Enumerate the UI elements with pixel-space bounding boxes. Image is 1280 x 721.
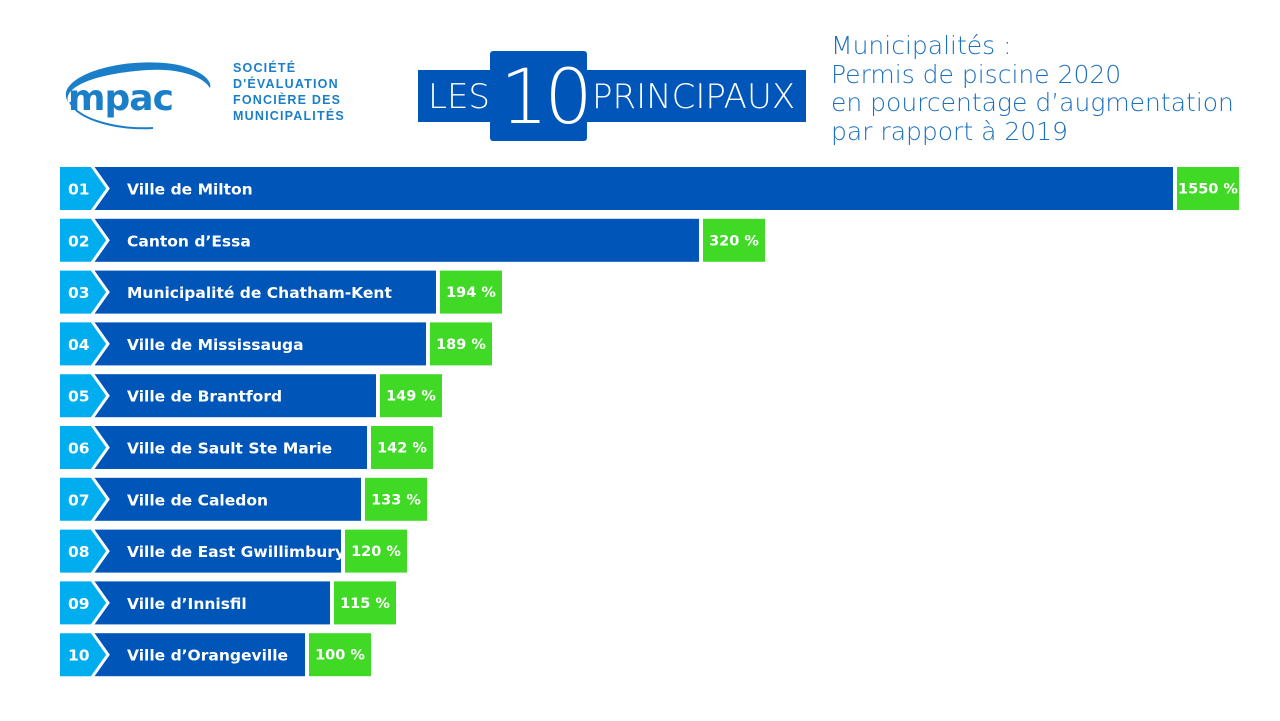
rank-label: 08: [68, 543, 90, 561]
title-line: Municipalités :: [831, 31, 1012, 60]
value-box: [334, 581, 396, 625]
rank-chevron: [90, 424, 110, 471]
category-label: Ville de Caledon: [127, 491, 268, 509]
rank-chevron: [90, 527, 110, 575]
value-label: 149 %: [386, 389, 436, 405]
value-label: 189 %: [436, 337, 486, 353]
rank-label: 07: [68, 491, 90, 509]
rank-label: 01: [68, 181, 90, 199]
banner-les: LES: [428, 77, 491, 117]
category-label: Ville d’Innisfil: [127, 595, 247, 613]
value-box: [703, 218, 765, 262]
value-label: 120 %: [351, 544, 401, 560]
rank-label: 02: [68, 232, 90, 250]
title-line: en pourcentage d’augmentation: [831, 88, 1234, 117]
rank-label: 09: [68, 595, 90, 613]
category-label: Ville de East Gwillimbury: [127, 543, 345, 561]
tagline-line: FONCIÈRE DES: [233, 93, 342, 107]
bar: [93, 477, 361, 521]
bar: [93, 426, 367, 469]
mpac-logo: mpac: [65, 62, 211, 130]
rank-label: 06: [68, 440, 90, 458]
bar: [93, 218, 699, 262]
value-label: 1550 %: [1178, 182, 1238, 198]
rank-chevron: [90, 268, 110, 316]
chart-title: Municipalités : Permis de piscine 2020 e…: [831, 31, 1234, 146]
banner-principaux: PRINCIPAUX: [592, 77, 796, 117]
rank-badge: [60, 322, 108, 366]
value-box: [380, 374, 442, 418]
bar: [93, 581, 330, 625]
rank-badge: [60, 270, 108, 314]
rank-badge: [60, 581, 108, 625]
rank-badge: [60, 218, 108, 262]
rank-label: 04: [68, 336, 90, 354]
rank-badge: [60, 529, 108, 573]
rank-badge: [60, 167, 108, 210]
value-box: [345, 529, 407, 573]
rank-chevron: [90, 475, 110, 523]
bar: [93, 322, 426, 366]
category-label: Municipalité de Chatham-Kent: [127, 284, 392, 302]
value-box: [371, 426, 433, 469]
value-box: [365, 477, 427, 521]
bar: [93, 633, 305, 677]
bar: [93, 167, 1173, 210]
rank-chevron: [90, 579, 110, 627]
rank-chevron: [90, 165, 110, 212]
rank-chevron: [90, 216, 110, 264]
tagline-line: D'ÉVALUATION: [233, 77, 339, 91]
rank-chevron: [90, 320, 110, 368]
category-label: Ville de Mississauga: [127, 336, 304, 354]
value-label: 320 %: [709, 233, 759, 249]
value-label: 133 %: [371, 492, 421, 508]
rank-chevron: [90, 631, 110, 679]
rank-badge: [60, 633, 108, 677]
value-label: 142 %: [377, 441, 427, 457]
title-line: Permis de piscine 2020: [831, 59, 1122, 89]
rank-label: 10: [68, 647, 90, 665]
category-label: Ville de Milton: [127, 181, 253, 199]
value-box: [309, 633, 371, 677]
category-label: Ville de Sault Ste Marie: [127, 440, 332, 458]
bar: [93, 270, 436, 314]
category-label: Ville d’Orangeville: [127, 647, 288, 665]
value-label: 194 %: [446, 285, 496, 301]
rank-label: 05: [68, 388, 90, 406]
rank-badge: [60, 374, 108, 418]
value-label: 100 %: [315, 648, 365, 664]
banner-number: 10: [500, 52, 593, 141]
tagline-line: SOCIÉTÉ: [233, 61, 297, 75]
svg-text:mpac: mpac: [68, 78, 173, 119]
tagline-line: MUNICIPALITÉS: [233, 109, 345, 123]
rank-chevron: [90, 372, 110, 420]
top-10-banner: [418, 70, 806, 122]
value-box: [1177, 167, 1239, 210]
top-10-number-box: [490, 51, 587, 141]
logo-tagline: SOCIÉTÉ D'ÉVALUATION FONCIÈRE DES MUNICI…: [233, 60, 345, 124]
title-line: par rapport à 2019: [831, 116, 1068, 146]
value-box: [430, 322, 492, 366]
bar: [93, 374, 376, 418]
category-label: Canton d’Essa: [127, 232, 251, 250]
category-label: Ville de Brantford: [127, 388, 282, 406]
rank-label: 03: [68, 284, 90, 302]
value-label: 115 %: [340, 596, 390, 612]
rank-badge: [60, 477, 108, 521]
value-box: [440, 270, 502, 314]
rank-badge: [60, 426, 108, 469]
bar: [93, 529, 341, 573]
